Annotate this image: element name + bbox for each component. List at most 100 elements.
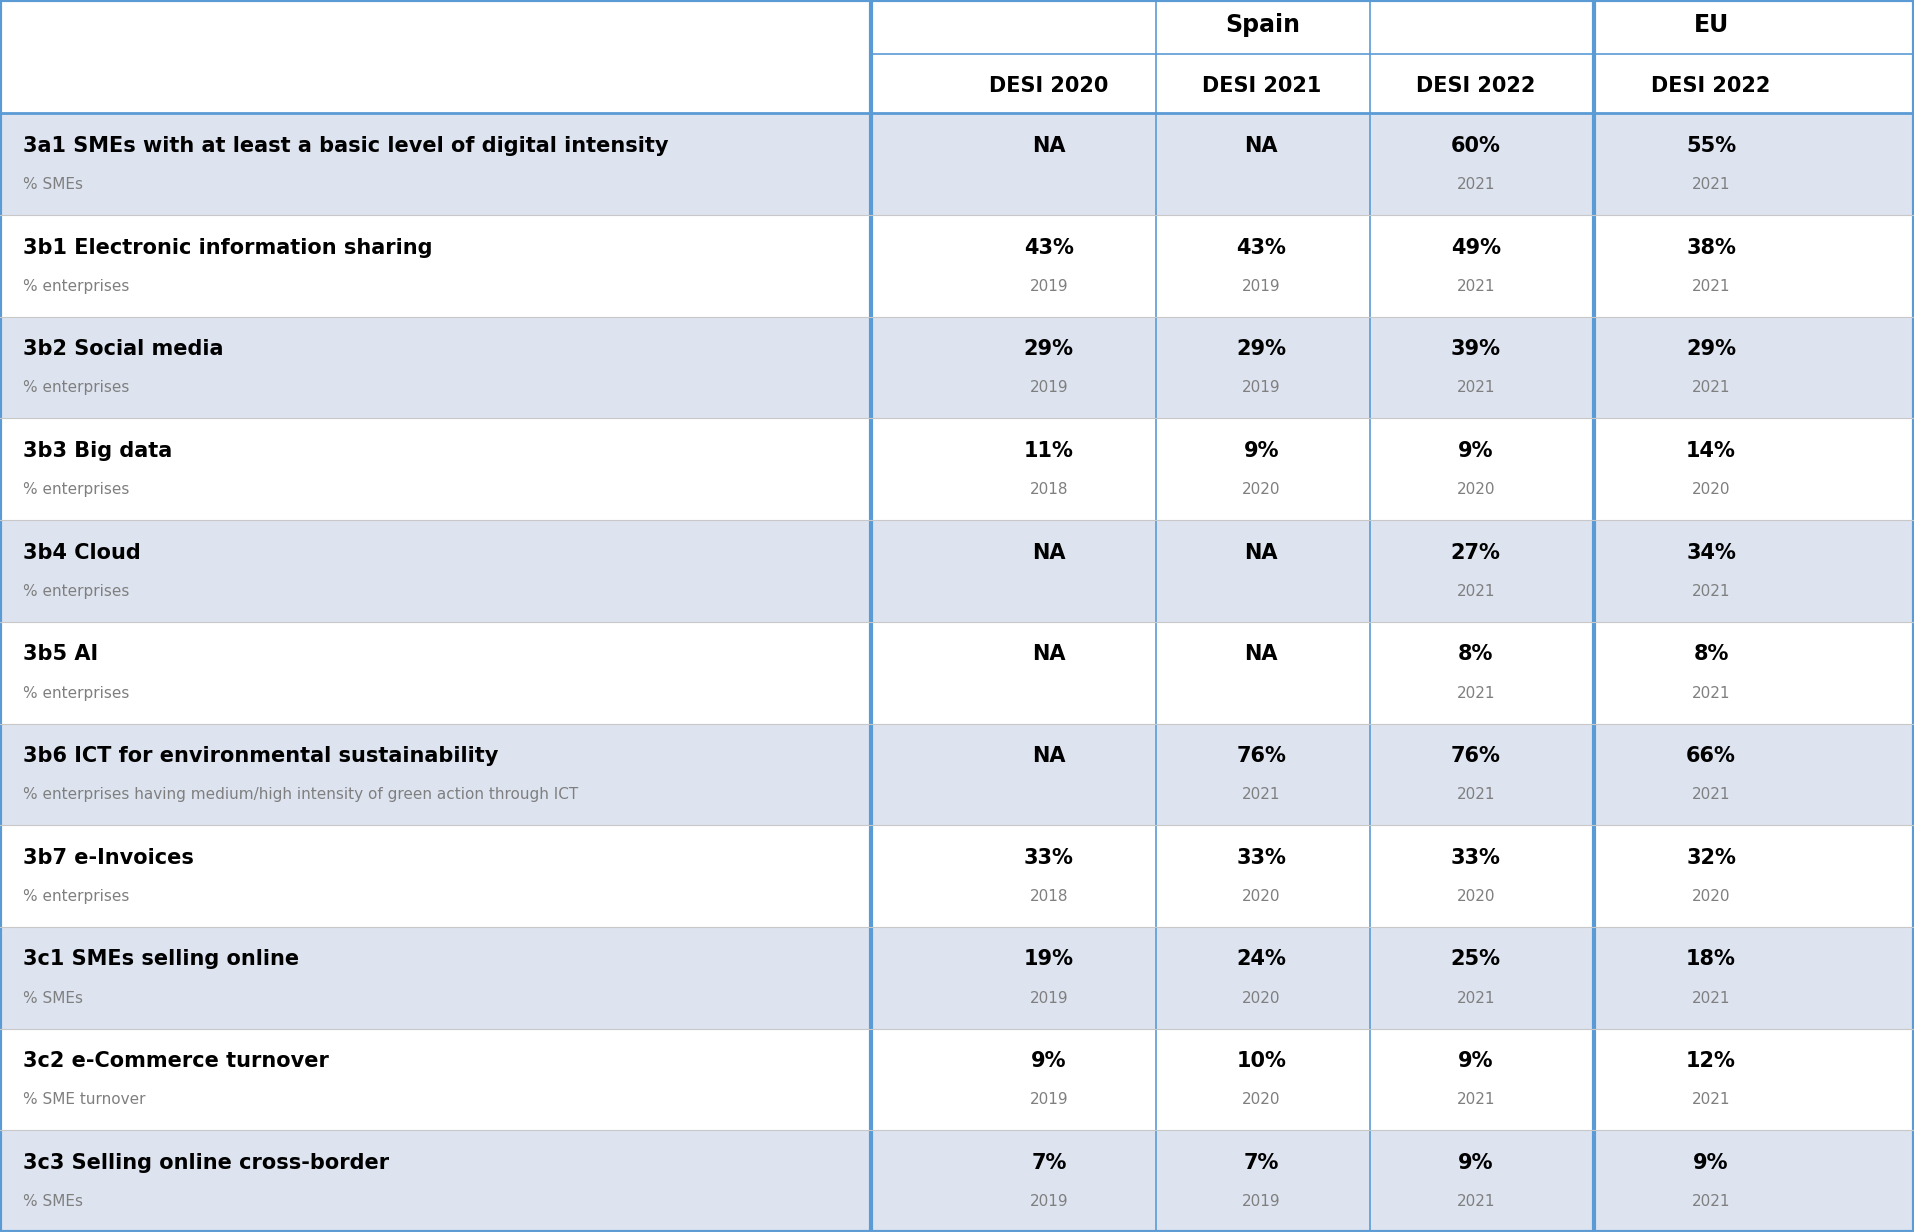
Text: 9%: 9% <box>1458 441 1493 461</box>
Text: 2020: 2020 <box>1692 482 1730 498</box>
Text: % enterprises: % enterprises <box>23 685 130 701</box>
Text: 2021: 2021 <box>1692 685 1730 701</box>
Text: 2020: 2020 <box>1457 890 1495 904</box>
Text: 12%: 12% <box>1686 1051 1736 1071</box>
Text: 3b5 AI: 3b5 AI <box>23 644 98 664</box>
Text: 2019: 2019 <box>1242 278 1280 293</box>
Text: % SME turnover: % SME turnover <box>23 1093 145 1108</box>
Text: 2021: 2021 <box>1457 177 1495 192</box>
Bar <box>0 216 1914 317</box>
Text: EU: EU <box>1694 12 1728 37</box>
Text: % SMEs: % SMEs <box>23 177 82 192</box>
Text: 9%: 9% <box>1694 1153 1728 1173</box>
Text: 43%: 43% <box>1024 238 1074 257</box>
Text: 29%: 29% <box>1024 339 1074 360</box>
Bar <box>0 1029 1914 1130</box>
Text: 2019: 2019 <box>1030 1194 1068 1209</box>
Text: 3b6 ICT for environmental sustainability: 3b6 ICT for environmental sustainability <box>23 747 498 766</box>
Text: 3c2 e-Commerce turnover: 3c2 e-Commerce turnover <box>23 1051 329 1071</box>
Bar <box>0 520 1914 622</box>
Text: 2020: 2020 <box>1242 482 1280 498</box>
Text: 2021: 2021 <box>1457 1194 1495 1209</box>
Bar <box>0 723 1914 825</box>
Text: 11%: 11% <box>1024 441 1074 461</box>
Text: 8%: 8% <box>1694 644 1728 664</box>
Text: % enterprises: % enterprises <box>23 482 130 498</box>
Text: 29%: 29% <box>1236 339 1286 360</box>
Text: 2021: 2021 <box>1692 278 1730 293</box>
Text: 10%: 10% <box>1236 1051 1286 1071</box>
Text: 76%: 76% <box>1236 747 1286 766</box>
Text: NA: NA <box>1032 542 1066 563</box>
Text: 49%: 49% <box>1451 238 1501 257</box>
Text: 2019: 2019 <box>1030 278 1068 293</box>
Text: 25%: 25% <box>1451 950 1501 970</box>
Text: 2021: 2021 <box>1457 1093 1495 1108</box>
Text: 2021: 2021 <box>1457 278 1495 293</box>
Text: NA: NA <box>1244 136 1279 156</box>
Text: 24%: 24% <box>1236 950 1286 970</box>
Text: % enterprises: % enterprises <box>23 381 130 395</box>
Text: 2021: 2021 <box>1457 787 1495 802</box>
Text: 2019: 2019 <box>1030 1093 1068 1108</box>
Text: 3a1 SMEs with at least a basic level of digital intensity: 3a1 SMEs with at least a basic level of … <box>23 136 668 156</box>
Text: % SMEs: % SMEs <box>23 1194 82 1209</box>
Text: % enterprises: % enterprises <box>23 278 130 293</box>
Text: NA: NA <box>1244 644 1279 664</box>
Text: 2021: 2021 <box>1457 584 1495 599</box>
Text: 2021: 2021 <box>1692 1194 1730 1209</box>
Text: 2019: 2019 <box>1242 381 1280 395</box>
Text: DESI 2021: DESI 2021 <box>1202 76 1321 96</box>
Text: 2020: 2020 <box>1242 991 1280 1005</box>
Bar <box>0 926 1914 1029</box>
Bar <box>0 419 1914 520</box>
Text: 2021: 2021 <box>1692 177 1730 192</box>
Text: 2020: 2020 <box>1242 890 1280 904</box>
Text: 33%: 33% <box>1236 848 1286 867</box>
Text: 32%: 32% <box>1686 848 1736 867</box>
Text: 29%: 29% <box>1686 339 1736 360</box>
Text: DESI 2022: DESI 2022 <box>1416 76 1535 96</box>
Text: NA: NA <box>1032 644 1066 664</box>
Text: 2018: 2018 <box>1030 482 1068 498</box>
Text: 18%: 18% <box>1686 950 1736 970</box>
Text: 43%: 43% <box>1236 238 1286 257</box>
Text: 2020: 2020 <box>1242 1093 1280 1108</box>
Bar <box>0 1130 1914 1232</box>
Text: 3b1 Electronic information sharing: 3b1 Electronic information sharing <box>23 238 433 257</box>
Text: 2021: 2021 <box>1692 1093 1730 1108</box>
Text: 34%: 34% <box>1686 542 1736 563</box>
Text: 9%: 9% <box>1244 441 1279 461</box>
Text: 2020: 2020 <box>1457 482 1495 498</box>
Text: 2021: 2021 <box>1457 991 1495 1005</box>
Bar <box>0 825 1914 926</box>
Bar <box>0 113 1914 216</box>
Text: 7%: 7% <box>1244 1153 1279 1173</box>
Text: DESI 2020: DESI 2020 <box>990 76 1108 96</box>
Text: 14%: 14% <box>1686 441 1736 461</box>
Text: 3c1 SMEs selling online: 3c1 SMEs selling online <box>23 950 299 970</box>
Text: 60%: 60% <box>1451 136 1501 156</box>
Text: NA: NA <box>1032 747 1066 766</box>
Text: Spain: Spain <box>1225 12 1300 37</box>
Text: 7%: 7% <box>1032 1153 1066 1173</box>
Text: 33%: 33% <box>1024 848 1074 867</box>
Text: NA: NA <box>1244 542 1279 563</box>
Text: 2019: 2019 <box>1030 991 1068 1005</box>
Text: 9%: 9% <box>1032 1051 1066 1071</box>
Text: 3c3 Selling online cross-border: 3c3 Selling online cross-border <box>23 1153 389 1173</box>
Text: 2021: 2021 <box>1692 381 1730 395</box>
Text: 8%: 8% <box>1458 644 1493 664</box>
Text: 2021: 2021 <box>1242 787 1280 802</box>
Text: 19%: 19% <box>1024 950 1074 970</box>
Text: 2020: 2020 <box>1692 890 1730 904</box>
Text: 2021: 2021 <box>1692 584 1730 599</box>
Text: 33%: 33% <box>1451 848 1501 867</box>
Text: 2019: 2019 <box>1242 1194 1280 1209</box>
Text: 38%: 38% <box>1686 238 1736 257</box>
Text: 2021: 2021 <box>1692 787 1730 802</box>
Text: % enterprises having medium/high intensity of green action through ICT: % enterprises having medium/high intensi… <box>23 787 578 802</box>
Text: 2018: 2018 <box>1030 890 1068 904</box>
Text: NA: NA <box>1032 136 1066 156</box>
Text: 3b7 e-Invoices: 3b7 e-Invoices <box>23 848 193 867</box>
